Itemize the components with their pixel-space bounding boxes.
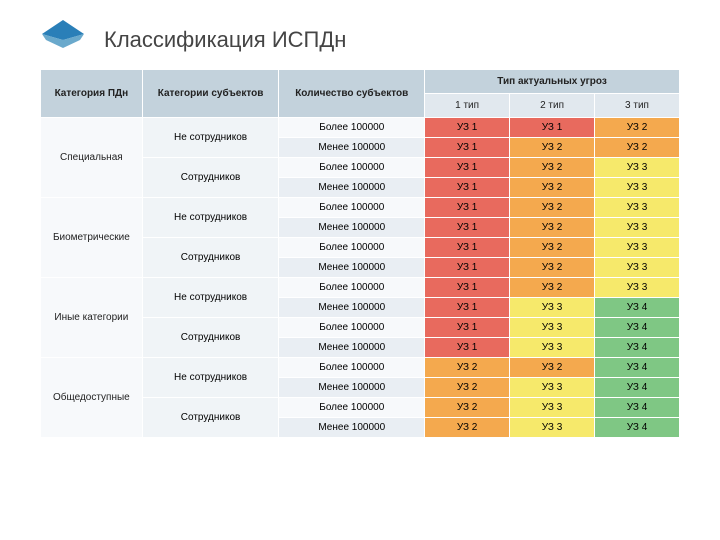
cell-uz: УЗ 2 bbox=[510, 178, 595, 198]
cell-uz: УЗ 2 bbox=[425, 358, 510, 378]
cell-quantity: Менее 100000 bbox=[279, 298, 425, 318]
cell-quantity: Более 100000 bbox=[279, 398, 425, 418]
cell-quantity: Более 100000 bbox=[279, 318, 425, 338]
cell-uz: УЗ 3 bbox=[510, 418, 595, 438]
cell-uz: УЗ 3 bbox=[510, 378, 595, 398]
cell-uz: УЗ 1 bbox=[510, 118, 595, 138]
cell-uz: УЗ 1 bbox=[425, 158, 510, 178]
cell-subject: Сотрудников bbox=[142, 158, 279, 198]
cell-uz: УЗ 2 bbox=[425, 378, 510, 398]
cell-subject: Сотрудников bbox=[142, 318, 279, 358]
cell-category: Специальная bbox=[41, 118, 143, 198]
cell-category: Биометрические bbox=[41, 198, 143, 278]
cell-uz: УЗ 2 bbox=[510, 218, 595, 238]
cell-uz: УЗ 3 bbox=[595, 198, 680, 218]
cell-uz: УЗ 3 bbox=[510, 298, 595, 318]
cell-quantity: Менее 100000 bbox=[279, 378, 425, 398]
cell-uz: УЗ 3 bbox=[510, 398, 595, 418]
classification-table-wrap: Категория ПДн Категории субъектов Количе… bbox=[0, 69, 720, 438]
cell-quantity: Более 100000 bbox=[279, 158, 425, 178]
cell-subject: Сотрудников bbox=[142, 238, 279, 278]
cell-quantity: Менее 100000 bbox=[279, 138, 425, 158]
cell-uz: УЗ 3 bbox=[595, 178, 680, 198]
th-category: Категория ПДн bbox=[41, 70, 143, 118]
cell-subject: Сотрудников bbox=[142, 398, 279, 438]
cell-uz: УЗ 2 bbox=[510, 238, 595, 258]
cell-subject: Не сотрудников bbox=[142, 118, 279, 158]
slide-header: Классификация ИСПДн bbox=[0, 0, 720, 69]
cell-uz: УЗ 1 bbox=[425, 238, 510, 258]
cell-quantity: Менее 100000 bbox=[279, 258, 425, 278]
cell-uz: УЗ 3 bbox=[595, 258, 680, 278]
th-quantity: Количество субъектов bbox=[279, 70, 425, 118]
cell-uz: УЗ 4 bbox=[595, 418, 680, 438]
cell-subject: Не сотрудников bbox=[142, 198, 279, 238]
th-type2: 2 тип bbox=[510, 94, 595, 118]
cell-uz: УЗ 1 bbox=[425, 178, 510, 198]
table-row: БиометрическиеНе сотрудниковБолее 100000… bbox=[41, 198, 680, 218]
table-row: Иные категорииНе сотрудниковБолее 100000… bbox=[41, 278, 680, 298]
cell-uz: УЗ 2 bbox=[510, 258, 595, 278]
cell-uz: УЗ 4 bbox=[595, 378, 680, 398]
th-type3: 3 тип bbox=[595, 94, 680, 118]
cell-uz: УЗ 1 bbox=[425, 258, 510, 278]
th-type1: 1 тип bbox=[425, 94, 510, 118]
classification-table: Категория ПДн Категории субъектов Количе… bbox=[40, 69, 680, 438]
cell-uz: УЗ 1 bbox=[425, 118, 510, 138]
cell-uz: УЗ 1 bbox=[425, 318, 510, 338]
logo-icon bbox=[40, 18, 86, 61]
cell-uz: УЗ 3 bbox=[595, 218, 680, 238]
cell-quantity: Более 100000 bbox=[279, 118, 425, 138]
cell-uz: УЗ 2 bbox=[510, 278, 595, 298]
cell-uz: УЗ 2 bbox=[425, 418, 510, 438]
cell-quantity: Менее 100000 bbox=[279, 218, 425, 238]
cell-uz: УЗ 3 bbox=[595, 238, 680, 258]
cell-uz: УЗ 4 bbox=[595, 318, 680, 338]
cell-quantity: Менее 100000 bbox=[279, 338, 425, 358]
table-row: ОбщедоступныеНе сотрудниковБолее 100000У… bbox=[41, 358, 680, 378]
cell-uz: УЗ 3 bbox=[595, 278, 680, 298]
table-row: СпециальнаяНе сотрудниковБолее 100000УЗ … bbox=[41, 118, 680, 138]
cell-uz: УЗ 4 bbox=[595, 298, 680, 318]
cell-quantity: Более 100000 bbox=[279, 238, 425, 258]
cell-uz: УЗ 2 bbox=[510, 358, 595, 378]
cell-uz: УЗ 2 bbox=[510, 158, 595, 178]
cell-subject: Не сотрудников bbox=[142, 278, 279, 318]
cell-uz: УЗ 1 bbox=[425, 218, 510, 238]
cell-quantity: Более 100000 bbox=[279, 198, 425, 218]
th-threats: Тип актуальных угроз bbox=[425, 70, 680, 94]
cell-quantity: Менее 100000 bbox=[279, 418, 425, 438]
cell-uz: УЗ 1 bbox=[425, 198, 510, 218]
table-body: СпециальнаяНе сотрудниковБолее 100000УЗ … bbox=[41, 118, 680, 438]
cell-uz: УЗ 1 bbox=[425, 278, 510, 298]
cell-uz: УЗ 4 bbox=[595, 398, 680, 418]
cell-uz: УЗ 1 bbox=[425, 338, 510, 358]
cell-uz: УЗ 2 bbox=[425, 398, 510, 418]
cell-uz: УЗ 1 bbox=[425, 138, 510, 158]
cell-category: Иные категории bbox=[41, 278, 143, 358]
cell-uz: УЗ 2 bbox=[510, 198, 595, 218]
page-title: Классификация ИСПДн bbox=[104, 27, 346, 53]
cell-uz: УЗ 1 bbox=[425, 298, 510, 318]
cell-quantity: Более 100000 bbox=[279, 278, 425, 298]
cell-quantity: Менее 100000 bbox=[279, 178, 425, 198]
cell-uz: УЗ 4 bbox=[595, 358, 680, 378]
cell-quantity: Более 100000 bbox=[279, 358, 425, 378]
cell-uz: УЗ 2 bbox=[595, 118, 680, 138]
cell-uz: УЗ 3 bbox=[595, 158, 680, 178]
th-subjects: Категории субъектов bbox=[142, 70, 279, 118]
cell-subject: Не сотрудников bbox=[142, 358, 279, 398]
cell-uz: УЗ 4 bbox=[595, 338, 680, 358]
cell-uz: УЗ 3 bbox=[510, 318, 595, 338]
cell-category: Общедоступные bbox=[41, 358, 143, 438]
cell-uz: УЗ 3 bbox=[510, 338, 595, 358]
cell-uz: УЗ 2 bbox=[595, 138, 680, 158]
cell-uz: УЗ 2 bbox=[510, 138, 595, 158]
